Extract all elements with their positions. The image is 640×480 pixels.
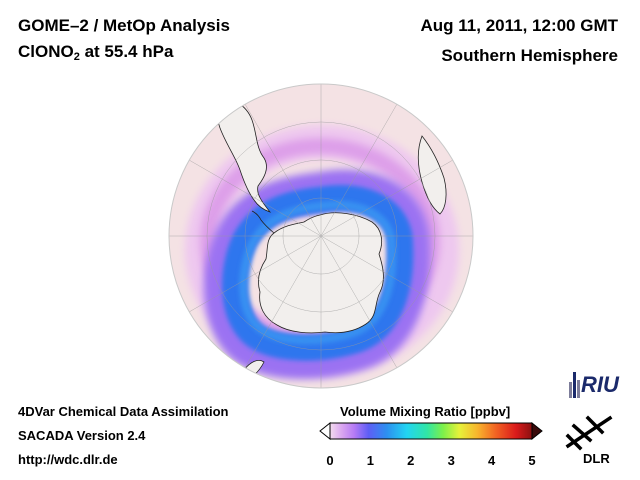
riu-logo-icon — [569, 372, 580, 398]
colorbar-tick-5: 5 — [528, 453, 536, 468]
south-america-landmass — [215, 98, 272, 213]
colorbar-tick-3: 3 — [447, 453, 455, 468]
hemisphere-label: Southern Hemisphere — [441, 46, 618, 65]
dlr-logo-icon — [565, 415, 613, 451]
analysis-datetime: Aug 11, 2011, 12:00 GMT — [420, 16, 618, 35]
southern-hemisphere-globe — [168, 83, 474, 389]
species-label: ClONO2 at 55.4 hPa — [18, 42, 174, 63]
colorbar-tick-0: 0 — [326, 453, 334, 468]
footer-url: http://wdc.dlr.de — [18, 452, 118, 467]
high-concentration-band — [222, 185, 414, 361]
globe-outline — [168, 83, 474, 389]
colorbar-tick-4: 4 — [487, 453, 496, 468]
footer-assimilation: 4DVar Chemical Data Assimilation — [18, 404, 229, 419]
colorbar-tick-1: 1 — [366, 453, 374, 468]
peak-concentration-ring — [239, 200, 397, 345]
dlr-logo-text: DLR — [583, 451, 610, 466]
riu-logo-text: RIU — [581, 372, 619, 397]
antarctic-peninsula — [251, 210, 275, 234]
africa-landmass — [417, 135, 447, 215]
map-title: GOME–2 / MetOp Analysis — [18, 16, 230, 35]
colorbar-under-arrow — [319, 421, 331, 441]
colorbar-over-arrow — [531, 421, 543, 441]
colorbar-gradient — [329, 422, 533, 440]
colorbar — [319, 421, 543, 441]
colorbar-tick-2: 2 — [407, 453, 415, 468]
colorbar-title: Volume Mixing Ratio [ppbv] — [340, 404, 511, 419]
footer-version: SACADA Version 2.4 — [18, 428, 146, 443]
graticule — [169, 84, 473, 388]
